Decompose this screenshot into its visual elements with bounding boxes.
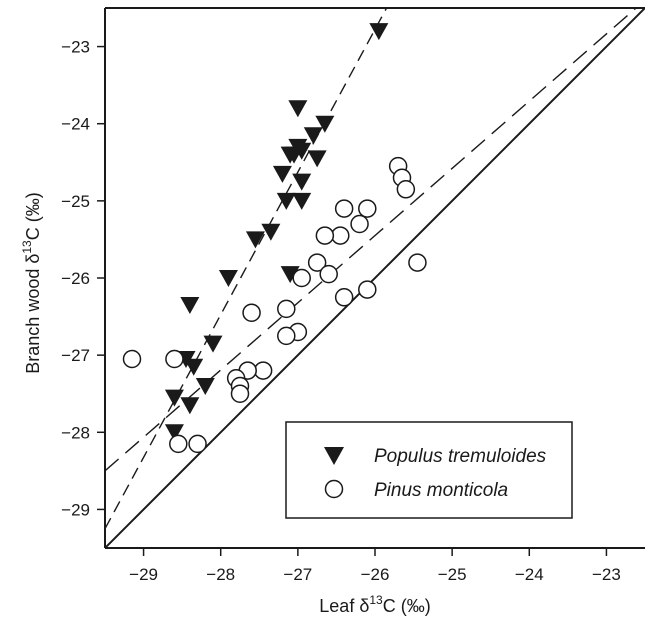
populus-point: [203, 335, 223, 353]
populus-point: [261, 223, 281, 241]
legend-box: [285, 421, 573, 519]
pinus-point: [334, 199, 354, 218]
populus-point: [276, 192, 296, 210]
populus-point: [369, 23, 389, 41]
legend-label-populus: Populus tremuloides: [374, 446, 547, 467]
populus-point: [218, 270, 238, 287]
populus-point: [280, 146, 300, 164]
pinus-point: [319, 264, 338, 284]
pinus-point: [358, 199, 377, 218]
populus-point: [272, 165, 292, 183]
populus-point: [164, 389, 184, 407]
x-tick-label: −28: [206, 565, 235, 584]
pinus-point: [334, 288, 354, 307]
y-tick-label: −29: [61, 500, 90, 519]
populus-point: [292, 192, 312, 210]
axis-ticks: −29 −28 −27 −26 −25 −24 −23 −29 −28 −27 −26 −25 −24 −…: [61, 38, 621, 584]
populus-point: [180, 297, 200, 314]
pinus-point: [307, 253, 327, 272]
pinus-point: [169, 434, 188, 454]
pinus-point: [292, 268, 311, 288]
x-tick-label: −29: [129, 565, 158, 584]
populus-point: [184, 358, 204, 376]
pinus-point: [122, 349, 142, 369]
legend-triangle-marker: [324, 447, 344, 465]
pinus-point: [165, 349, 184, 369]
pinus-point: [230, 384, 250, 403]
x-axis-title: Leaf δ13C (‰): [319, 593, 430, 616]
pinus-point: [315, 226, 335, 245]
data-points: [122, 23, 427, 454]
x-tick-label: −27: [283, 565, 312, 584]
populus-point: [180, 397, 200, 415]
y-tick-label: −27: [61, 346, 90, 365]
populus-point: [288, 100, 308, 118]
populus-point: [303, 127, 323, 145]
reference-lines: [105, 8, 645, 548]
populus-point: [292, 173, 312, 191]
populus-point: [280, 266, 300, 284]
pinus-point: [358, 280, 377, 299]
pinus-point: [253, 361, 273, 380]
x-tick-label: −26: [361, 565, 390, 584]
pinus-point: [408, 253, 427, 272]
y-axis-title: Branch wood δ13C (‰): [20, 192, 43, 373]
x-tick-label: −25: [438, 565, 467, 584]
x-tick-label: −24: [515, 565, 544, 584]
pinus-point: [331, 226, 350, 245]
reference-line-solid: [105, 8, 645, 548]
populus-point: [245, 231, 265, 249]
y-tick-label: −28: [61, 423, 90, 442]
y-tick-label: −24: [61, 115, 90, 134]
populus-point: [164, 424, 184, 442]
legend-label-pinus: Pinus monticola: [374, 480, 508, 501]
reference-line-dash: [105, 8, 388, 530]
pinus-point: [277, 299, 296, 319]
y-tick-label: −23: [61, 38, 90, 57]
reference-line-long-dash: [105, 8, 638, 472]
y-tick-label: −25: [61, 192, 90, 211]
pinus-point: [396, 180, 416, 199]
y-tick-label: −26: [61, 269, 90, 288]
legend: Populus tremuloides Pinus monticola: [285, 421, 573, 519]
populus-point: [195, 378, 215, 395]
legend-circle-marker: [324, 479, 344, 499]
populus-point: [307, 150, 327, 168]
pinus-point: [188, 434, 207, 454]
pinus-point: [242, 303, 261, 322]
x-tick-label: −23: [592, 565, 621, 584]
pinus-point: [277, 326, 296, 346]
populus-point: [315, 115, 335, 133]
pinus-point: [350, 214, 369, 234]
